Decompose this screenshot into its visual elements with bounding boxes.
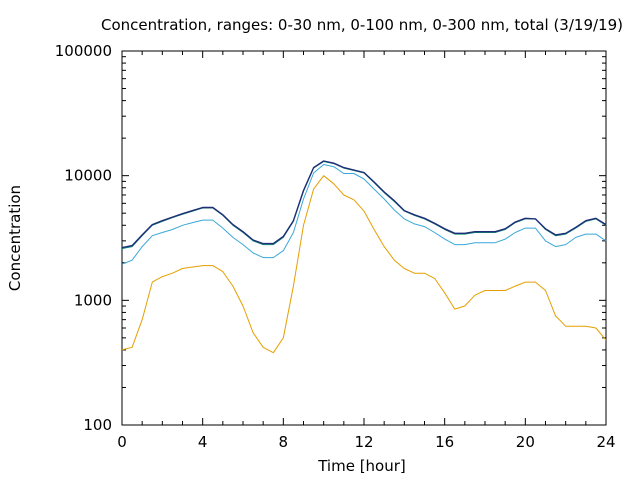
y-axis-label: Concentration bbox=[6, 185, 24, 291]
y-axis: 100 1000 10000 100000 bbox=[55, 42, 606, 434]
y-tick-label: 100 bbox=[83, 416, 112, 434]
x-tick-label: 24 bbox=[596, 433, 615, 451]
series-group bbox=[121, 160, 607, 354]
series-total-line bbox=[121, 160, 607, 249]
series-0-300nm-line bbox=[121, 161, 607, 250]
x-tick-label: 12 bbox=[354, 433, 373, 451]
x-axis: 0 4 8 12 16 20 24 bbox=[117, 51, 616, 451]
x-tick-label: 20 bbox=[516, 433, 535, 451]
y-tick-label: 1000 bbox=[74, 291, 112, 309]
x-tick-label: 4 bbox=[198, 433, 208, 451]
y-tick-label: 10000 bbox=[64, 167, 112, 185]
plot-area bbox=[121, 50, 607, 426]
x-tick-label: 8 bbox=[279, 433, 289, 451]
series-0-30nm-line bbox=[121, 175, 607, 354]
series-0-100nm-line bbox=[121, 164, 607, 265]
x-tick-label: 0 bbox=[117, 433, 127, 451]
x-tick-label: 16 bbox=[435, 433, 454, 451]
x-axis-label: Time [hour] bbox=[317, 457, 406, 475]
chart-title: Concentration, ranges: 0-30 nm, 0-100 nm… bbox=[101, 16, 623, 34]
plot-frame bbox=[121, 50, 607, 426]
y-tick-label: 100000 bbox=[55, 42, 112, 60]
